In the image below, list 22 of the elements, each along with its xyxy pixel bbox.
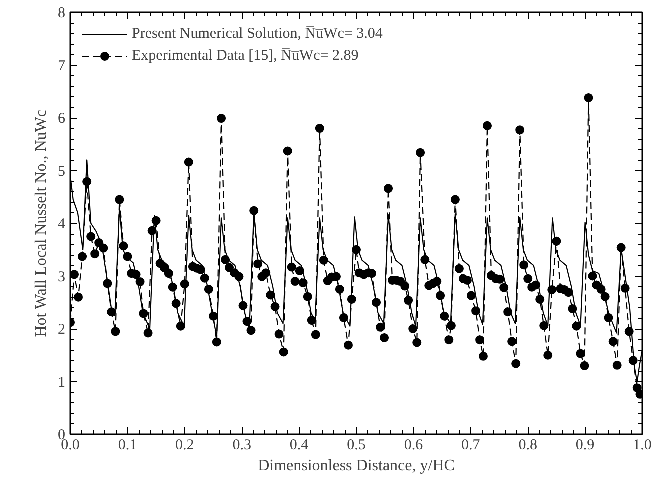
x-tick-label: 1.0	[633, 438, 652, 454]
x-tick-label: 0.9	[576, 438, 595, 454]
y-tick-label: 2	[58, 322, 66, 338]
x-tick-label: 0.7	[462, 438, 481, 454]
legend-label: Present Numerical Solution, N̅u̅Wc= 3.04	[132, 26, 383, 42]
x-tick-label: 0.8	[518, 438, 538, 454]
x-tick-label: 0.2	[176, 438, 194, 454]
x-tick-label: 0.1	[118, 438, 138, 454]
x-tick-label: 0.4	[290, 438, 310, 454]
legend-label: Experimental Data [15], N̅u̅Wc= 2.89	[132, 48, 359, 64]
x-tick-label: 0.5	[347, 438, 366, 454]
y-tick-label: 7	[58, 58, 66, 74]
y-tick-label: 1	[58, 374, 66, 391]
x-tick-label: 0.6	[404, 438, 424, 454]
y-tick-label: 3	[58, 269, 66, 286]
x-axis-title: Dimensionless Distance, y/HC	[258, 458, 455, 474]
x-tick-label: 0.3	[232, 438, 252, 454]
y-tick-label: 6	[58, 111, 66, 127]
y-tick-label: 5	[58, 164, 66, 180]
y-tick-label: 8	[58, 6, 66, 22]
y-tick-label: 4	[58, 216, 66, 232]
y-axis-title: Hot Wall Local Nusselt No., NuWc	[33, 110, 50, 338]
